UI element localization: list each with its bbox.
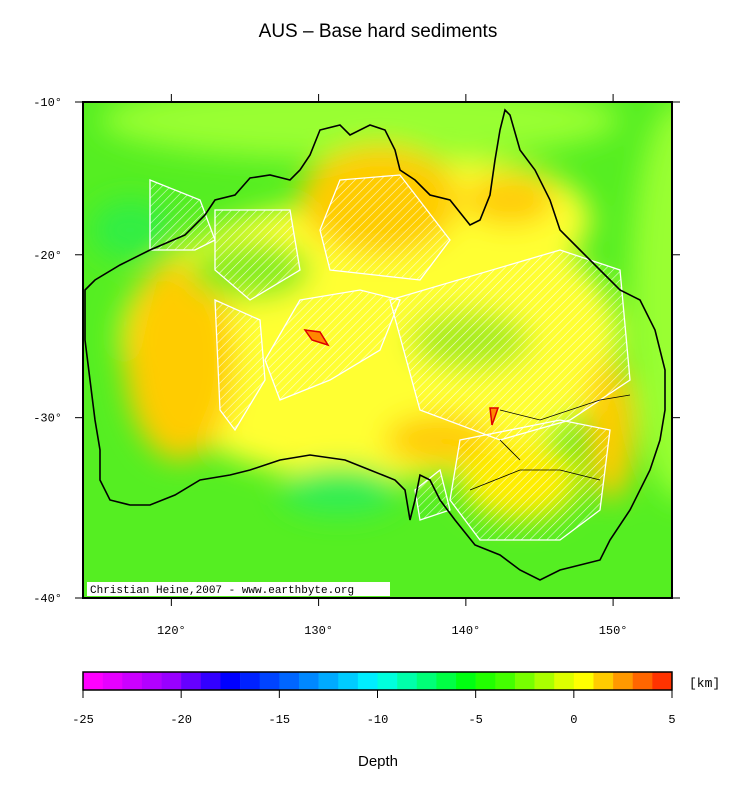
- y-tick-label: -20°: [33, 249, 62, 263]
- colorbar-swatch: [613, 672, 634, 690]
- colorbar-swatch: [554, 672, 575, 690]
- y-tick-label: -30°: [33, 412, 62, 426]
- colorbar-swatch: [397, 672, 418, 690]
- colorbar-swatch: [279, 672, 300, 690]
- colorbar-tick-label: -10: [367, 713, 389, 727]
- colorbar-swatch: [318, 672, 339, 690]
- colorbar-tick-label: -25: [72, 713, 94, 727]
- colorbar-swatch: [593, 672, 614, 690]
- colorbar-swatch: [377, 672, 398, 690]
- colorbar-tick-label: -15: [269, 713, 291, 727]
- map: Christian Heine,2007 - www.earthbyte.org: [83, 102, 672, 598]
- x-tick-label: 120°: [157, 624, 186, 638]
- colorbar: -25 -20 -15 -10 -5 0 5: [72, 671, 676, 727]
- colorbar-swatch: [181, 672, 202, 690]
- y-tick-label: -40°: [33, 592, 62, 606]
- colorbar-swatch: [456, 672, 476, 690]
- credit: Christian Heine,2007 - www.earthbyte.org: [90, 585, 354, 597]
- colorbar-swatch: [357, 672, 378, 690]
- basins: [149, 174, 631, 541]
- colorbar-tick-label: -5: [468, 713, 482, 727]
- highs: [303, 329, 500, 426]
- colorbar-tick-label: -20: [170, 713, 192, 727]
- x-tick-label: 130°: [304, 624, 333, 638]
- coastline: [84, 108, 666, 581]
- colorbar-swatch: [141, 672, 162, 690]
- colorbar-swatch: [475, 672, 496, 690]
- colorbar-swatch: [514, 672, 535, 690]
- colorbar-swatch: [259, 672, 280, 690]
- colorbar-swatch: [338, 672, 359, 690]
- colorbar-tick-label: 5: [668, 713, 675, 727]
- map-frame: [82, 101, 673, 599]
- colorbar-swatch: [632, 672, 653, 690]
- colorbar-swatch: [220, 672, 241, 690]
- colorbar-swatch: [298, 672, 319, 690]
- colorbar-swatch: [436, 672, 457, 690]
- colorbar-tick-label: 0: [570, 713, 577, 727]
- colorbar-unit: [km]: [689, 676, 720, 691]
- colorbar-swatch: [200, 672, 221, 690]
- colorbar-label: Depth: [358, 753, 398, 770]
- colorbar-swatch: [161, 672, 182, 690]
- colorbar-swatch: [534, 672, 555, 690]
- x-tick-label: 150°: [599, 624, 628, 638]
- colorbar-swatch: [122, 672, 143, 690]
- colorbar-swatch: [83, 672, 103, 690]
- axes: 120° 130° 140° 150° -10° -20° -30° -40°: [33, 94, 680, 638]
- credit-box: [87, 582, 390, 596]
- colorbar-swatch: [573, 672, 594, 690]
- y-tick-label: -10°: [33, 96, 62, 110]
- colorbar-swatch: [416, 672, 437, 690]
- colorbar-swatch: [240, 672, 260, 690]
- colorbar-swatch: [652, 672, 673, 690]
- title: AUS – Base hard sediments: [259, 21, 498, 42]
- colorbar-swatch: [102, 672, 123, 690]
- x-tick-label: 140°: [451, 624, 480, 638]
- rivers: [469, 394, 631, 491]
- colorbar-swatch: [495, 672, 516, 690]
